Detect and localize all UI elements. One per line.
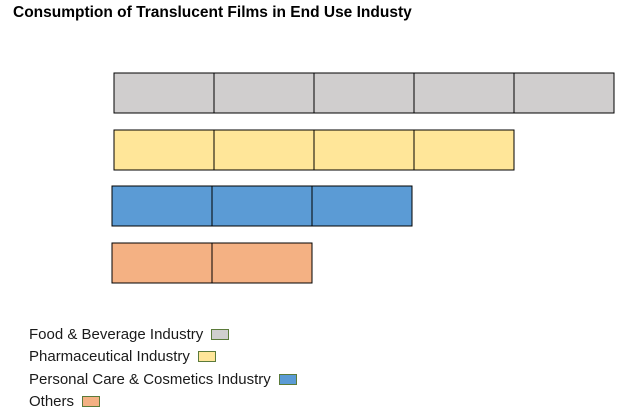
bar-personal-care-and-cosmetics-industry <box>111 185 413 227</box>
chart-title: Consumption of Translucent Films in End … <box>13 4 412 21</box>
legend-label: Personal Care & Cosmetics Industry <box>29 370 271 388</box>
legend-swatch <box>197 351 216 363</box>
bar-pharmaceutical-industry <box>113 129 515 171</box>
bar-segment <box>213 129 315 171</box>
bar-segment <box>111 242 213 284</box>
legend-item-personal-care: Personal Care & Cosmetics Industry <box>29 368 297 391</box>
bar-segment <box>413 129 515 171</box>
legend-swatch <box>82 396 101 408</box>
legend: Food & Beverage Industry Pharmaceutical … <box>29 323 297 413</box>
bar-segment <box>513 72 615 114</box>
bar-segment <box>313 72 415 114</box>
bar-segment <box>313 129 415 171</box>
legend-item-food-beverage: Food & Beverage Industry <box>29 323 297 346</box>
bar-segment <box>213 72 315 114</box>
bar-others <box>111 242 313 284</box>
legend-label: Food & Beverage Industry <box>29 325 204 343</box>
bar-segment <box>211 242 313 284</box>
legend-item-pharmaceutical: Pharmaceutical Industry <box>29 346 297 369</box>
legend-label: Pharmaceutical Industry <box>29 348 190 366</box>
bar-food-and-beverage-industry <box>113 72 615 114</box>
legend-label: Others <box>29 393 75 411</box>
bar-segment <box>211 185 313 227</box>
bar-segment <box>311 185 413 227</box>
bar-segment <box>113 72 215 114</box>
bar-segment <box>111 185 213 227</box>
legend-item-others: Others <box>29 391 297 414</box>
bar-segment <box>113 129 215 171</box>
legend-swatch <box>278 373 297 385</box>
bar-segment <box>413 72 515 114</box>
legend-swatch <box>211 328 230 340</box>
